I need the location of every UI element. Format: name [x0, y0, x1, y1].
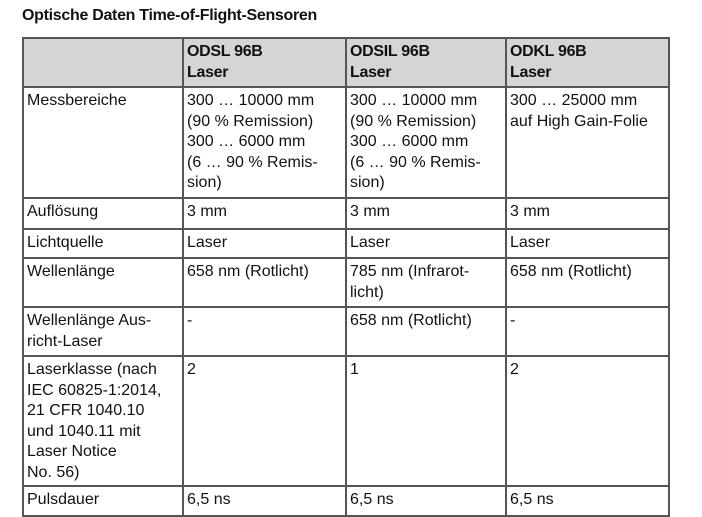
cell-text-line: Lichtquelle — [27, 234, 104, 251]
cell-text-line: auf High Gain-Folie — [510, 112, 648, 130]
table-row: Laserklasse (nach IEC 60825-1:2014, 21 CFR… — [22, 355, 670, 487]
cell-text-line: Wellenlänge — [27, 263, 115, 280]
cell-text-line: - — [187, 312, 193, 329]
value-cell: 6,5 ns — [345, 485, 507, 517]
cell-text-line: (6 … 90 % Remis- — [187, 153, 318, 171]
value-cell: 3 mm — [345, 197, 507, 230]
cell-text-line: 21 CFR 1040.10 — [27, 402, 145, 419]
cell-text-line: richt-Laser — [27, 332, 103, 350]
value-cell: 785 nm (Infrarot-licht) — [345, 257, 507, 308]
cell-text-line: IEC 60825-1:2014, — [27, 381, 162, 399]
value-cell: 300 … 10000 mm (90 % Remission) 300 … 6000… — [182, 86, 347, 199]
cell-text-line: Laser — [510, 63, 552, 81]
cell-text-line: Laserklasse (nach — [27, 361, 157, 378]
cell-text-line: 300 … 10000 mm — [350, 92, 478, 109]
cell-text-line: 300 … 6000 mm — [187, 133, 306, 150]
section-title: Optische Daten Time-of-Flight-Sensoren — [22, 7, 317, 24]
cell-text-line: 3 mm — [510, 203, 550, 220]
cell-text-line: 658 nm (Rotlicht) — [350, 312, 472, 329]
cell-text-line: ODSL 96B — [187, 43, 263, 60]
cell-text-line: Pulsdauer — [27, 491, 100, 508]
cell-text-line: ODSIL 96B — [350, 43, 430, 60]
header-cell-product: ODSL 96B Laser — [182, 37, 347, 88]
cell-text-line: Wellenlänge Aus- — [27, 312, 152, 329]
cell-text-line: Messbereiche — [27, 92, 127, 109]
cell-text-line: 6,5 ns — [510, 491, 554, 508]
cell-text-line: 2 — [187, 361, 196, 378]
value-cell: 1 — [345, 355, 507, 487]
value-cell: 300 … 25000 mm auf High Gain-Folie — [505, 86, 670, 199]
cell-text-line: 6,5 ns — [187, 491, 231, 508]
optical-data-table: ODSL 96B Laser ODSIL 96B Laser ODKL 96B Laser… — [22, 37, 670, 517]
value-cell: 2 — [182, 355, 347, 487]
value-cell: Laser — [182, 228, 347, 259]
cell-text-line: 300 … 10000 mm — [187, 92, 315, 109]
value-cell: 658 nm (Rotlicht) — [182, 257, 347, 308]
table-row: Lichtquelle Laser Laser Laser — [22, 228, 670, 259]
table-row: Pulsdauer 6,5 ns 6,5 ns 6,5 ns — [22, 485, 670, 517]
value-cell: - — [505, 306, 670, 357]
value-cell: 3 mm — [505, 197, 670, 230]
cell-text-line: 785 nm (Infrarot- — [350, 263, 470, 280]
value-cell: 2 — [505, 355, 670, 487]
cell-text-line: (90 % Remission) — [187, 112, 314, 130]
cell-text-line: Laser — [187, 234, 228, 251]
row-label: Pulsdauer — [22, 485, 184, 517]
cell-text-line: und 1040.11 mit — [27, 422, 141, 440]
table-row: Messbereiche 300 … 10000 mm (90 % Remissio… — [22, 86, 670, 199]
header-cell-empty — [22, 37, 184, 88]
cell-text-line: Auflösung — [27, 203, 99, 220]
cell-text-line: 300 … 25000 mm — [510, 92, 638, 109]
row-label: Wellenlänge — [22, 257, 184, 308]
row-label: Wellenlänge Aus-richt-Laser — [22, 306, 184, 357]
cell-text-line: 658 nm (Rotlicht) — [510, 263, 632, 280]
cell-text-line: - — [510, 312, 516, 329]
header-cell-product: ODSIL 96B Laser — [345, 37, 507, 88]
cell-text-line: Laser — [510, 234, 551, 251]
cell-text-line: 3 mm — [350, 203, 390, 220]
value-cell: 6,5 ns — [505, 485, 670, 517]
cell-text-line: licht) — [350, 283, 384, 301]
cell-text-line: 1 — [350, 361, 359, 378]
value-cell: 300 … 10000 mm (90 % Remission) 300 … 6000… — [345, 86, 507, 199]
value-cell: 6,5 ns — [182, 485, 347, 517]
header-cell-product: ODKL 96B Laser — [505, 37, 670, 88]
row-label: Auflösung — [22, 197, 184, 230]
row-label: Lichtquelle — [22, 228, 184, 259]
value-cell: Laser — [345, 228, 507, 259]
cell-text-line: (6 … 90 % Remis- — [350, 153, 481, 171]
value-cell: Laser — [505, 228, 670, 259]
table-row: Wellenlänge Aus-richt-Laser -658 nm (Rotl… — [22, 306, 670, 357]
table-row: Auflösung 3 mm 3 mm 3 mm — [22, 197, 670, 230]
cell-text-line: No. 56) — [27, 463, 80, 481]
cell-text-line: 300 … 6000 mm — [350, 133, 469, 150]
row-label: Laserklasse (nach IEC 60825-1:2014, 21 CFR… — [22, 355, 184, 487]
cell-text-line: 3 mm — [187, 203, 227, 220]
cell-text-line: ODKL 96B — [510, 43, 587, 60]
value-cell: 658 nm (Rotlicht) — [505, 257, 670, 308]
cell-text-line: Laser Notice — [27, 443, 117, 460]
value-cell: 658 nm (Rotlicht) — [345, 306, 507, 357]
row-label: Messbereiche — [22, 86, 184, 199]
cell-text-line: Laser — [350, 234, 391, 251]
cell-text-line: Laser — [350, 63, 392, 81]
cell-text-line: Laser — [187, 63, 229, 81]
value-cell: - — [182, 306, 347, 357]
table-row: Wellenlänge 658 nm (Rotlicht) 785 nm (Infr… — [22, 257, 670, 308]
cell-text-line: (90 % Remission) — [350, 112, 477, 130]
cell-text-line: sion) — [187, 174, 222, 191]
cell-text-line: 6,5 ns — [350, 491, 394, 508]
cell-text-line: 658 nm (Rotlicht) — [187, 263, 309, 280]
cell-text-line: sion) — [350, 174, 385, 191]
cell-text-line: 2 — [510, 361, 519, 378]
value-cell: 3 mm — [182, 197, 347, 230]
table-header-row: ODSL 96B Laser ODSIL 96B Laser ODKL 96B Laser — [22, 37, 670, 88]
